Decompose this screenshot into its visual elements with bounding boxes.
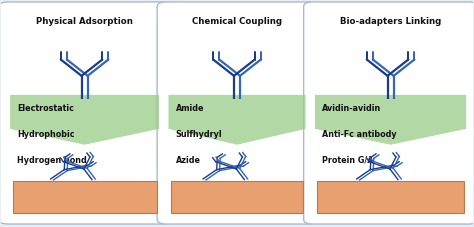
Text: Anti-Fc antibody: Anti-Fc antibody (322, 129, 397, 138)
Text: Physical Adsorption: Physical Adsorption (36, 17, 133, 25)
Polygon shape (315, 95, 466, 145)
Text: Bio-adapters Linking: Bio-adapters Linking (340, 17, 441, 25)
Text: Avidin-avidin: Avidin-avidin (322, 103, 381, 112)
FancyBboxPatch shape (157, 3, 317, 224)
Text: Amide: Amide (175, 103, 204, 112)
FancyBboxPatch shape (304, 3, 474, 224)
Text: Hydrogen bond: Hydrogen bond (17, 155, 87, 164)
Text: Azide: Azide (175, 155, 201, 164)
Text: Protein G/A: Protein G/A (322, 155, 374, 164)
Text: Chemical Coupling: Chemical Coupling (192, 17, 282, 25)
Polygon shape (168, 95, 306, 145)
FancyBboxPatch shape (171, 181, 303, 213)
Polygon shape (10, 95, 159, 145)
Text: Hydrophobic: Hydrophobic (17, 129, 75, 138)
FancyBboxPatch shape (318, 181, 464, 213)
FancyBboxPatch shape (0, 3, 170, 224)
Text: Electrostatic: Electrostatic (17, 103, 74, 112)
FancyBboxPatch shape (12, 181, 156, 213)
Text: Sulfhydryl: Sulfhydryl (175, 129, 222, 138)
